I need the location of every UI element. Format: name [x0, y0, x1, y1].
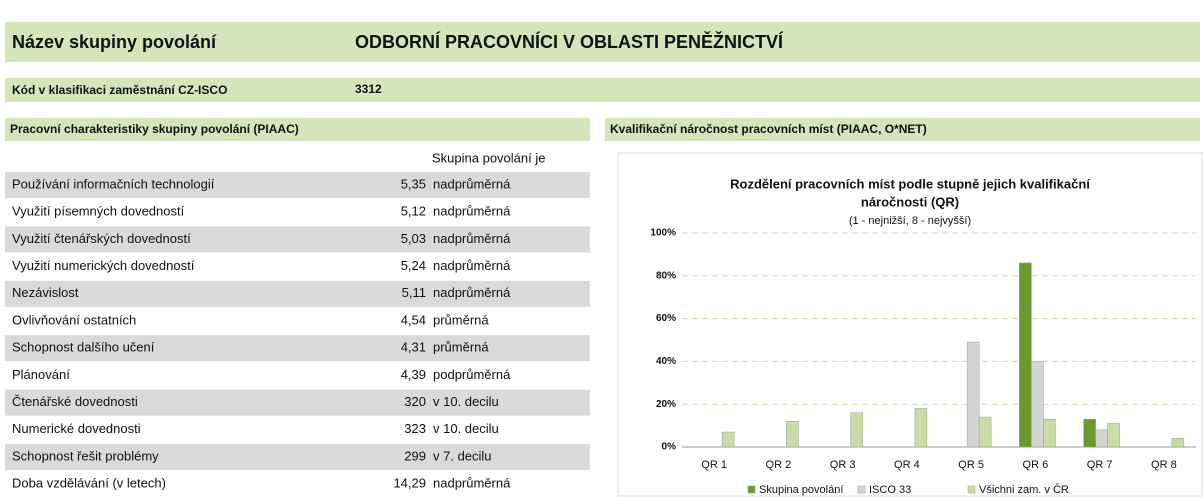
x-tick-label: QR 3 [830, 459, 856, 471]
code-band [5, 78, 1200, 102]
table-title: Pracovní charakteristiky skupiny povolán… [10, 122, 299, 136]
row-value: 299 [404, 448, 426, 463]
row-assessment: nadprůměrná [433, 476, 511, 491]
x-tick-label: QR 1 [701, 459, 727, 471]
y-tick-label: 100% [650, 228, 676, 239]
row-value: 320 [404, 394, 426, 409]
row-label: Nezávislost [12, 285, 79, 300]
row-assessment: v 7. decilu [433, 448, 492, 463]
y-tick-label: 0% [662, 442, 677, 453]
title-band [5, 22, 1200, 62]
row-bg [5, 172, 590, 198]
bar [1171, 438, 1185, 448]
column-header: Skupina povolání je [432, 150, 545, 165]
row-bg [5, 280, 590, 307]
row-assessment: nadprůměrná [433, 258, 511, 273]
legend-swatch [857, 485, 866, 494]
row-label: Využití numerických dovedností [12, 258, 195, 273]
row-assessment: nadprůměrná [433, 204, 511, 219]
y-tick-label: 20% [656, 399, 676, 410]
row-label: Plánování [12, 367, 70, 382]
y-tick-label: 40% [656, 356, 676, 367]
bar [1095, 429, 1108, 448]
row-value: 5,24 [401, 258, 426, 273]
legend-swatch [747, 485, 756, 494]
bar [978, 416, 992, 448]
code-value: 3312 [355, 82, 382, 96]
row-value: 14,29 [393, 476, 426, 491]
bar [1043, 418, 1056, 448]
row-assessment: podprůměrná [433, 367, 511, 382]
bar [850, 412, 863, 448]
row-value: 4,54 [401, 312, 426, 327]
row-value: 4,39 [401, 367, 426, 382]
x-tick-label: QR 5 [958, 459, 984, 471]
row-label: Ovlivňování ostatních [12, 312, 136, 327]
row-bg [5, 335, 590, 362]
row-label: Schopnost řešit problémy [12, 448, 159, 463]
bar [721, 431, 735, 448]
row-assessment: nadprůměrná [433, 176, 511, 191]
bar [1019, 262, 1032, 448]
row-label: Využití písemných dovedností [12, 204, 185, 219]
row-value: 5,12 [401, 204, 426, 219]
row-assessment: průměrná [433, 312, 489, 327]
legend-label: Skupina povolání [759, 484, 843, 496]
chart-title: náročnosti (QR) [861, 194, 959, 209]
row-label: Čtenářské dovednosti [12, 394, 138, 409]
row-label: Používání informačních technologií [12, 176, 215, 191]
legend-label: Všichni zam. v ČR [979, 483, 1069, 496]
row-label: Doba vzdělávání (v letech) [12, 476, 166, 491]
row-value: 4,31 [401, 340, 426, 355]
y-tick-label: 60% [656, 313, 676, 324]
row-value: 5,11 [402, 285, 426, 300]
row-bg [5, 226, 590, 253]
legend-label: ISCO 33 [869, 484, 911, 496]
bar [786, 421, 799, 448]
row-assessment: v 10. decilu [433, 421, 499, 436]
table-band [5, 118, 590, 141]
title-value: ODBORNÍ PRACOVNÍCI V OBLASTI PENĚŽNICTVÍ [355, 31, 784, 52]
row-assessment: průměrná [433, 340, 489, 355]
row-bg [5, 389, 590, 416]
chart-section-title: Kvalifikační náročnost pracovních míst (… [610, 122, 927, 136]
bar [914, 408, 928, 448]
x-tick-label: QR 4 [894, 459, 920, 471]
row-bg [5, 444, 590, 470]
title-label: Název skupiny povolání [12, 32, 217, 52]
row-assessment: nadprůměrná [433, 231, 511, 246]
chart-subtitle: (1 - nejnižší, 8 - nejvyšší) [849, 215, 971, 227]
row-label: Schopnost dalšího učení [12, 340, 155, 355]
chart-title: Rozdělení pracovních míst podle stupně j… [730, 176, 1090, 191]
y-tick-label: 80% [656, 270, 676, 281]
x-tick-label: QR 2 [766, 459, 792, 471]
x-tick-label: QR 6 [1023, 459, 1049, 471]
bar [966, 341, 980, 448]
bar [1083, 418, 1096, 448]
row-assessment: nadprůměrná [433, 285, 511, 300]
row-value: 323 [404, 421, 426, 436]
row-label: Numerické dovednosti [12, 421, 141, 436]
chart-band [605, 118, 1200, 141]
x-tick-label: QR 7 [1087, 459, 1113, 471]
legend-swatch [967, 485, 976, 494]
bar [1031, 361, 1044, 448]
row-assessment: v 10. decilu [433, 394, 499, 409]
bar [1107, 423, 1120, 448]
row-value: 5,03 [401, 231, 426, 246]
x-tick-label: QR 8 [1151, 459, 1177, 471]
row-value: 5,35 [401, 176, 426, 191]
row-label: Využití čtenářských dovedností [12, 231, 191, 246]
code-label: Kód v klasifikaci zaměstnání CZ-ISCO [12, 83, 227, 97]
